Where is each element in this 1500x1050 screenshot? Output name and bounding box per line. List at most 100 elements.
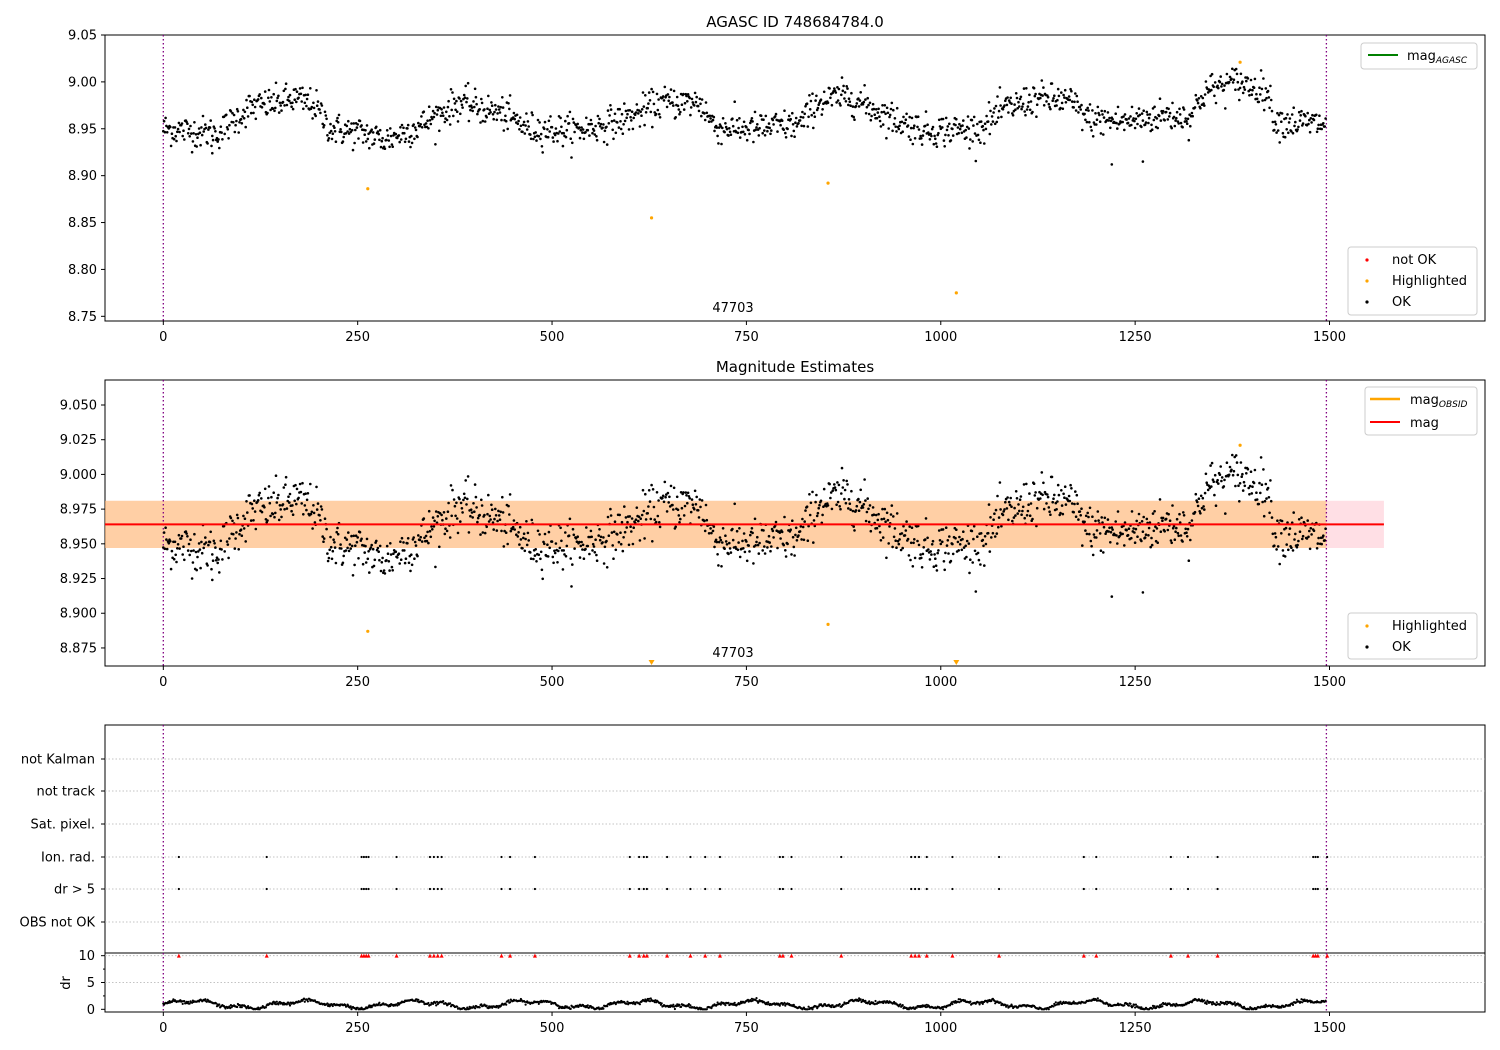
ok-point <box>295 487 299 491</box>
ok-point <box>464 84 468 88</box>
ok-point <box>644 94 647 97</box>
ok-point <box>442 106 446 109</box>
dr-point <box>478 1006 481 1009</box>
ok-point <box>1140 520 1144 523</box>
ok-point <box>676 508 680 512</box>
ok-point <box>1100 109 1103 113</box>
ok-point <box>413 557 416 560</box>
ok-point <box>595 138 599 142</box>
ok-point <box>1143 123 1147 126</box>
ok-point <box>1035 115 1038 118</box>
ok-point <box>1063 485 1067 489</box>
ok-point <box>812 541 815 544</box>
ok-point <box>988 132 992 136</box>
dr-point <box>1011 1005 1014 1008</box>
ok-point <box>288 99 291 103</box>
ok-point <box>609 108 613 111</box>
ok-point <box>1167 107 1170 111</box>
panel-agasc-legend-mag: magAGASC <box>1360 42 1478 70</box>
ok-point <box>852 115 855 119</box>
ok-point <box>724 540 728 543</box>
ok-point <box>909 558 912 562</box>
ok-point <box>375 548 379 552</box>
ok-point <box>1048 105 1051 109</box>
ok-point <box>1003 508 1006 511</box>
ok-point <box>284 87 287 91</box>
ok-point <box>309 87 312 90</box>
ok-point <box>609 104 612 107</box>
ok-point <box>548 546 551 550</box>
ok-point <box>742 130 745 134</box>
ok-point <box>201 114 205 118</box>
ok-point <box>937 118 941 122</box>
ok-point <box>1245 472 1248 475</box>
ok-point <box>1060 489 1063 492</box>
ok-point <box>1241 91 1245 95</box>
ok-point <box>204 126 208 130</box>
ok-point <box>513 117 516 121</box>
ok-point <box>497 105 500 108</box>
ok-point <box>1063 88 1067 92</box>
ok-point <box>252 111 255 115</box>
ok-point <box>601 541 604 544</box>
ok-point <box>1047 102 1051 106</box>
ok-point <box>771 529 775 533</box>
ok-point <box>221 138 224 141</box>
ok-point <box>1261 500 1264 504</box>
ok-point <box>603 129 607 133</box>
dr-flag <box>778 887 781 891</box>
ok-point <box>661 496 664 500</box>
ok-point <box>536 529 540 533</box>
ok-point <box>612 119 616 122</box>
ok-point <box>263 506 266 509</box>
ok-point <box>226 543 230 546</box>
ok-point <box>1191 114 1194 118</box>
ok-point <box>297 96 300 100</box>
dr-point <box>999 1001 1002 1004</box>
ok-point <box>303 504 307 507</box>
ok-point <box>643 537 646 540</box>
ok-point <box>497 514 501 517</box>
dr-point <box>778 1004 781 1007</box>
ok-point <box>220 131 223 134</box>
ok-point <box>623 530 627 534</box>
ion-rad-flag <box>177 855 180 859</box>
ok-point <box>875 116 879 120</box>
ok-point <box>985 114 988 118</box>
ok-point <box>522 120 526 124</box>
ok-point <box>854 509 858 512</box>
ok-point <box>268 501 272 505</box>
ok-point <box>302 513 305 516</box>
ion-rad-flag <box>265 855 268 859</box>
ok-point <box>382 569 386 572</box>
ok-point <box>613 112 617 116</box>
ok-point <box>313 521 317 524</box>
ok-point <box>1261 99 1264 102</box>
ok-point <box>1224 512 1227 515</box>
ok-point <box>237 548 240 551</box>
ok-point <box>937 549 940 552</box>
ok-point <box>870 114 873 118</box>
ok-point <box>704 101 708 104</box>
ok-point <box>271 107 275 110</box>
dr-point <box>1071 1002 1074 1005</box>
ok-point <box>430 525 433 528</box>
ok-point <box>512 111 516 115</box>
ok-point <box>427 105 431 108</box>
ok-point <box>797 121 800 125</box>
ok-point <box>801 517 804 521</box>
ok-point <box>1170 126 1173 130</box>
ok-point <box>581 128 585 131</box>
ok-point <box>638 539 642 542</box>
dr-point <box>648 1000 652 1003</box>
ok-point <box>1201 96 1205 100</box>
ok-point <box>1135 519 1138 523</box>
ok-point <box>1072 510 1075 514</box>
ok-point <box>1132 117 1135 120</box>
ok-point <box>1089 539 1093 543</box>
ok-point <box>1084 118 1087 122</box>
ok-point <box>791 519 794 522</box>
ok-point <box>460 507 464 510</box>
ok-point <box>515 113 519 117</box>
ok-point <box>235 531 238 534</box>
